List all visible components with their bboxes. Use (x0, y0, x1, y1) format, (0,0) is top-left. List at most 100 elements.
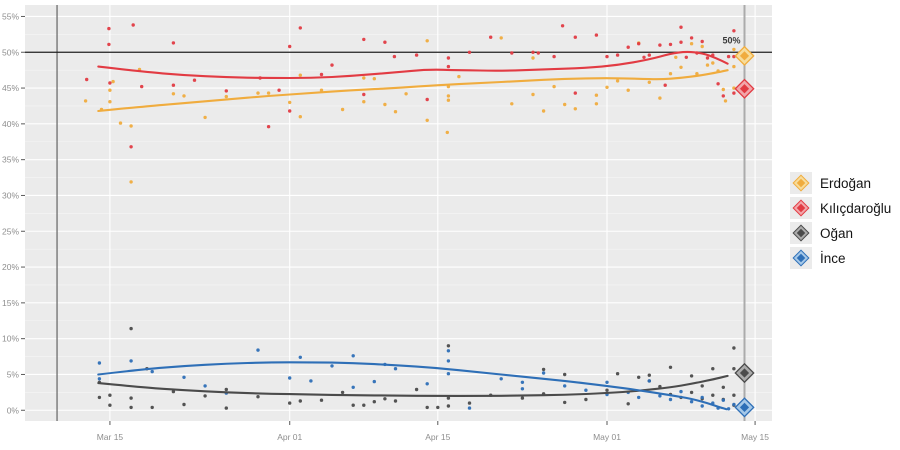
poll-point (605, 388, 609, 392)
poll-point (298, 115, 302, 119)
y-axis-tick-label: 30% (2, 190, 19, 200)
poll-point (256, 395, 260, 399)
y-axis-tick-label: 15% (2, 298, 19, 308)
poll-point (637, 395, 641, 400)
poll-point (732, 346, 736, 350)
y-axis-tick-label: 40% (2, 119, 19, 129)
poll-point (309, 379, 313, 383)
poll-point (351, 385, 355, 389)
poll-point (700, 39, 704, 44)
poll-point (467, 406, 472, 410)
poll-point (531, 92, 535, 97)
poll-point (446, 64, 451, 69)
poll-point (684, 55, 688, 59)
poll-point (584, 397, 588, 402)
poll-point (129, 124, 133, 128)
poll-point (372, 379, 376, 384)
poll-point (224, 406, 228, 410)
poll-point (716, 82, 720, 86)
poll-point (404, 92, 408, 96)
legend-item-erdogan: Erdoğan (790, 172, 891, 194)
poll-point (129, 326, 133, 331)
poll-points-erdogan (83, 36, 736, 184)
poll-point (732, 367, 736, 371)
trend-line-kilicdaroglu (97, 50, 729, 80)
poll-point (560, 24, 565, 28)
poll-point (679, 389, 683, 394)
poll-point (351, 354, 355, 358)
poll-point (563, 384, 567, 388)
poll-point (705, 56, 710, 60)
poll-point (658, 96, 662, 100)
poll-point (256, 91, 260, 95)
poll-point (647, 379, 651, 383)
poll-point (605, 85, 609, 90)
poll-point (700, 404, 704, 408)
diamond-marker-icon (792, 249, 810, 267)
poll-point (658, 394, 662, 398)
poll-point (414, 53, 419, 57)
poll-point (182, 402, 186, 407)
poll-point (203, 384, 207, 388)
poll-point (298, 26, 302, 30)
poll-point (711, 393, 715, 397)
poll-point (108, 88, 112, 92)
poll-point (732, 393, 736, 397)
poll-point (131, 23, 135, 27)
poll-point (615, 79, 620, 83)
poll-point (679, 25, 683, 29)
legend-key (790, 247, 812, 269)
poll-point (118, 121, 123, 125)
poll-point (362, 92, 366, 97)
poll-point (171, 41, 176, 45)
poll-point (319, 72, 324, 77)
poll-point (732, 47, 736, 52)
poll-point (425, 97, 429, 102)
poll-point (340, 107, 345, 112)
poll-point (298, 73, 302, 77)
poll-point (726, 54, 731, 59)
diamond-marker-icon (792, 174, 810, 192)
poll-point (298, 355, 302, 359)
x-axis-tick-label: May 15 (741, 432, 769, 442)
poll-point (594, 102, 599, 106)
poll-point (277, 88, 281, 92)
x-axis-tick-label: Apr 01 (277, 432, 302, 442)
poll-point (362, 37, 366, 42)
result-marker-erdogan (734, 45, 755, 66)
result-marker-kilicdaroglu (734, 78, 755, 99)
legend-item-label: İnce (820, 250, 846, 266)
poll-point (689, 400, 694, 404)
poll-point (700, 384, 704, 388)
poll-point (383, 40, 387, 44)
poll-point (700, 44, 704, 49)
trend-line-ince (97, 361, 728, 411)
poll-point (446, 98, 451, 102)
poll-point (721, 94, 725, 98)
poll-point (319, 88, 324, 92)
poll-point (499, 377, 503, 381)
poll-point (446, 56, 451, 60)
poll-point (393, 367, 398, 371)
poll-point (425, 382, 429, 386)
poll-point (584, 388, 588, 392)
poll-point (108, 81, 112, 85)
poll-point (83, 99, 88, 103)
poll-point (726, 407, 731, 411)
y-axis-tick-label: 35% (2, 155, 19, 165)
poll-point (705, 63, 710, 67)
poll-point (171, 92, 176, 96)
poll-point (362, 100, 366, 104)
poll-point (140, 84, 144, 89)
poll-point (605, 380, 609, 384)
poll-point (383, 102, 387, 107)
poll-point (203, 115, 207, 120)
poll-point (446, 396, 451, 400)
poll-point (689, 36, 694, 40)
poll-point (536, 51, 540, 55)
poll-point (393, 399, 398, 403)
poll-point (256, 348, 260, 352)
poll-point (668, 365, 673, 369)
poll-point (288, 376, 292, 380)
poll-point (129, 359, 133, 363)
